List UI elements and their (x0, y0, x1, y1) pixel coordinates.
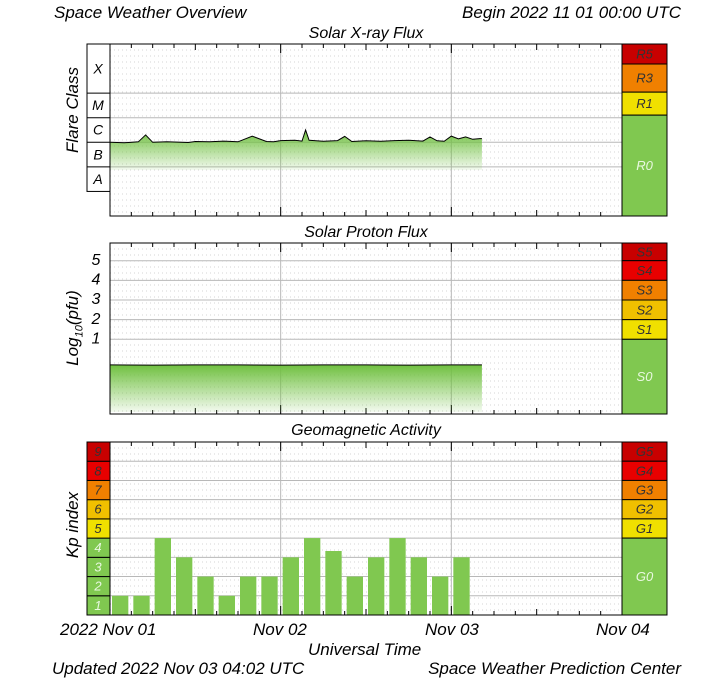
kp-bar (154, 538, 171, 615)
proton-scale-label-s3: S3 (637, 283, 654, 298)
x-tick-nov03: Nov 03 (425, 620, 479, 639)
x-tick-nov04: Nov 04 (596, 620, 650, 639)
proton-scale-label-s1: S1 (637, 322, 653, 337)
proton-scale-label-s4: S4 (637, 263, 653, 278)
xray-scale-label-r3: R3 (636, 71, 653, 86)
kp-bar (218, 595, 235, 615)
x-axis-label: Universal Time (308, 640, 422, 659)
kp-bar (346, 576, 363, 615)
geomag-scale-label-g1: G1 (636, 521, 653, 536)
kp-bar (133, 595, 150, 615)
page-title: Space Weather Overview (54, 3, 247, 22)
kp-bar (261, 576, 278, 615)
proton-title: Solar Proton Flux (304, 224, 428, 241)
kp-bar (112, 595, 129, 615)
kp-label-9: 9 (94, 444, 101, 459)
x-tick-nov02: Nov 02 (253, 620, 307, 639)
xray-scale-r0 (621, 114, 668, 217)
kp-bar (197, 576, 214, 615)
proton-scale-s0 (621, 338, 668, 415)
proton-y-tick-4: 4 (92, 272, 101, 289)
xray-class-label-m: M (92, 97, 104, 113)
kp-label-7: 7 (94, 482, 102, 497)
xray-scale-label-r5: R5 (636, 46, 653, 61)
geomag-scale-label-g2: G2 (636, 502, 654, 517)
proton-scale-label-s0: S0 (637, 369, 654, 384)
kp-bar (325, 550, 342, 615)
kp-bar (410, 557, 427, 615)
xray-bg (110, 44, 622, 216)
geomag-scale-g0 (621, 537, 668, 616)
kp-bar (368, 557, 385, 615)
geomag-scale-label-g5: G5 (636, 444, 654, 459)
geomag-scale-label-g3: G3 (636, 482, 654, 497)
xray-title: Solar X-ray Flux (308, 25, 424, 42)
x-tick-nov01: 2022 Nov 01 (60, 620, 157, 639)
xray-flux-line (109, 128, 482, 144)
proton-y-tick-1: 1 (92, 331, 101, 348)
kp-label-3: 3 (94, 559, 102, 574)
xray-class-label-a: A (92, 171, 102, 187)
xray-class-label-c: C (93, 122, 104, 138)
proton-y-tick-3: 3 (92, 291, 101, 308)
kp-bar (389, 538, 406, 615)
kp-bar (282, 557, 299, 615)
xray-scale-label-r0: R0 (636, 158, 653, 173)
geomag-scale-label-g4: G4 (636, 463, 653, 478)
begin-time: Begin 2022 11 01 00:00 UTC (462, 3, 681, 22)
xray-flux-fill (110, 130, 482, 170)
kp-bar (453, 557, 470, 615)
proton-scale-label-s5: S5 (637, 244, 654, 259)
kp-label-4: 4 (94, 540, 101, 555)
kp-label-6: 6 (94, 502, 102, 517)
kp-bar (240, 576, 257, 615)
xray-scale-label-r1: R1 (636, 96, 653, 111)
proton-y-tick-2: 2 (91, 311, 101, 328)
swpc-credit: Space Weather Prediction Center (428, 659, 681, 678)
kp-label-2: 2 (93, 579, 102, 594)
kp-bar (432, 576, 449, 615)
xray-class-label-x: X (92, 60, 103, 76)
kp-label-1: 1 (94, 598, 101, 613)
xray-class-label-b: B (93, 146, 102, 162)
proton-scale-label-s2: S2 (637, 302, 654, 317)
kp-label-8: 8 (94, 463, 102, 478)
geomag-title: Geomagnetic Activity (291, 422, 441, 439)
kp-label-5: 5 (94, 521, 102, 536)
updated-time: Updated 2022 Nov 03 04:02 UTC (52, 659, 305, 678)
kp-bar (176, 557, 193, 615)
proton-y-tick-5: 5 (92, 252, 101, 269)
geomag-scale-label-g0: G0 (636, 569, 654, 584)
kp-bar (304, 538, 321, 615)
proton-flux-fill (110, 364, 482, 412)
xray-scale-r3 (621, 63, 668, 93)
